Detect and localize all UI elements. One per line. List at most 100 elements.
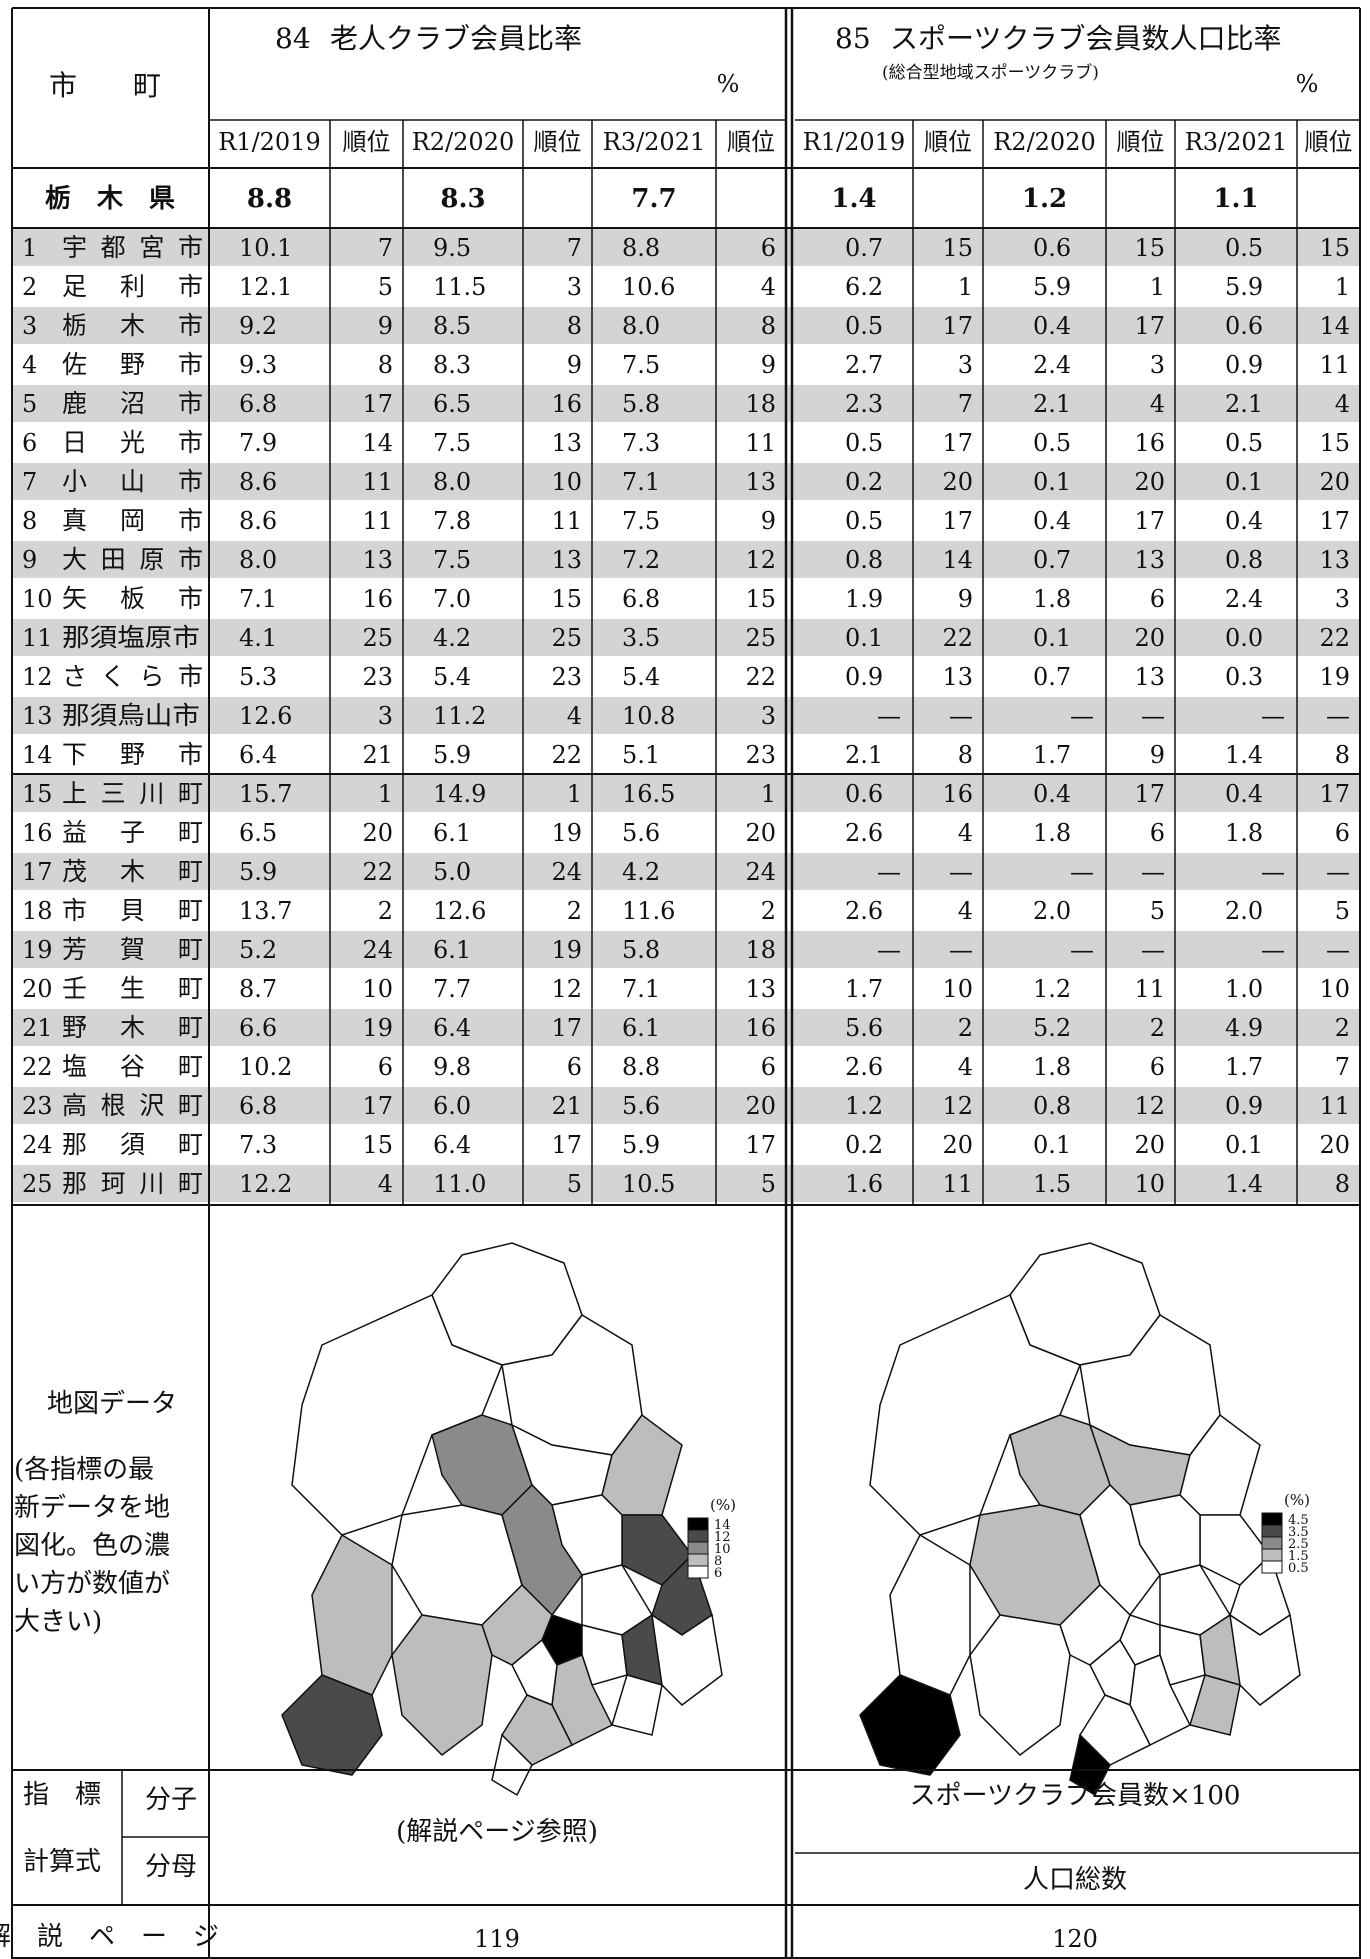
value-85: 0.0	[1225, 624, 1263, 652]
row-number: 14	[22, 741, 53, 769]
row-shade	[12, 541, 1360, 578]
municipality-name: 岡	[120, 506, 145, 535]
municipality-name: 芳	[62, 935, 87, 964]
rank-85: 4	[958, 1053, 973, 1081]
municipality-name: 川	[139, 1169, 164, 1198]
value-85: 1.0	[1225, 975, 1263, 1003]
table-row: 12 さくら市 5.3 23 5.4 23 5.4 22 0.9 13 0.7 13 0.3 19	[22, 662, 1350, 691]
row-number: 17	[22, 858, 53, 886]
value-85: 1.8	[1033, 819, 1071, 847]
rank-84: 17	[362, 390, 393, 418]
municipality-name: 市	[178, 389, 203, 418]
municipality-name: 谷	[120, 1052, 145, 1081]
map-region	[611, 1674, 663, 1736]
rank-84: 17	[745, 1131, 776, 1159]
rank-84: 9	[761, 351, 776, 379]
table-row: 19 芳 賀 町 5.2 24 6.1 19 5.8 18 — — — — — —	[22, 935, 1350, 964]
rank-header-cell: 順位	[727, 128, 775, 156]
value-85: 1.2	[845, 1092, 883, 1120]
row-number: 12	[22, 663, 53, 691]
formula-label: 計算式	[23, 1847, 101, 1877]
rank-84: 4	[378, 1170, 393, 1198]
table-row: 15 上三川町 15.7 1 14.9 1 16.5 1 0.6 16 0.4 17 0.4 17	[22, 779, 1350, 808]
indicator-85-subtitle: (総合型地域スポーツクラブ)	[882, 62, 1099, 83]
table-row: 14 下 野 市 6.4 21 5.9 22 5.1 23 2.1 8 1.7 9 1.4 8	[22, 740, 1350, 769]
value-84: 7.3	[622, 429, 660, 457]
value-85: 0.9	[1225, 1092, 1263, 1120]
map-region	[501, 1694, 574, 1766]
year-header-cell: R1/2019	[218, 128, 321, 156]
value-85: 2.0	[1225, 897, 1263, 925]
value-84: 7.7	[433, 975, 471, 1003]
rank-85: 20	[1134, 1131, 1165, 1159]
legend-swatch	[1261, 1524, 1283, 1538]
value-85: 0.4	[1033, 312, 1071, 340]
municipality-name: 市	[178, 506, 203, 535]
table-row: 20 壬 生 町 8.7 10 7.7 12 7.1 13 1.7 10 1.2 11 1.0 10	[22, 974, 1350, 1003]
value-85: 0.4	[1225, 780, 1263, 808]
row-number: 16	[22, 819, 53, 847]
table-header: 市 町 84 老人クラブ会員比率 % 85 スポーツクラブ会員数人口比率 (総合…	[49, 22, 1318, 102]
value-85: 2.1	[1225, 390, 1263, 418]
value-84: 11.2	[433, 702, 486, 730]
row-shade	[12, 1087, 1360, 1124]
table-row: 3 栃 木 市 9.2 9 8.5 8 8.0 8 0.5 17 0.4 17 0.6 14	[22, 311, 1350, 340]
rank-85: 14	[1319, 312, 1350, 340]
municipality-name: 市	[178, 272, 203, 301]
municipality-name: 町	[178, 1130, 203, 1159]
municipality-name: 益	[62, 818, 87, 847]
map-region	[581, 1624, 628, 1686]
map-region	[859, 1674, 961, 1776]
value-84: 16.5	[622, 780, 675, 808]
rank-85: 17	[1319, 780, 1350, 808]
legend-label: 2.5	[1288, 1537, 1309, 1552]
prefecture-value-84: 7.7	[631, 184, 676, 214]
indicator-85-denominator: 人口総数	[1023, 1865, 1127, 1895]
rank-84: 18	[745, 936, 776, 964]
municipality-name: 町	[178, 1052, 203, 1081]
rank-85: —	[1326, 858, 1350, 886]
rank-85: 12	[1134, 1092, 1165, 1120]
indicator-85-unit: %	[1296, 70, 1319, 98]
value-84: 7.1	[622, 975, 660, 1003]
rank-85: 17	[1134, 312, 1165, 340]
rank-84: 4	[567, 702, 582, 730]
rank-84: 16	[551, 390, 582, 418]
row-shade	[12, 1165, 1360, 1202]
rank-85: 17	[1134, 507, 1165, 535]
table-row: 23 高根沢町 6.8 17 6.0 21 5.6 20 1.2 12 0.8 12 0.9 11	[22, 1091, 1350, 1120]
value-85: 5.6	[845, 1014, 883, 1042]
rank-85: 20	[1134, 624, 1165, 652]
value-84: 7.1	[239, 585, 277, 613]
rank-84: 25	[362, 624, 393, 652]
value-84: 15.7	[239, 780, 292, 808]
value-84: 8.6	[239, 468, 277, 496]
rank-85: 11	[1134, 975, 1165, 1003]
value-85: 5.9	[1225, 273, 1263, 301]
row-number: 4	[22, 351, 37, 379]
map-region	[1159, 1624, 1206, 1686]
row-shade	[12, 1009, 1360, 1046]
value-84: 3.5	[622, 624, 660, 652]
rank-84: 6	[567, 1053, 582, 1081]
municipality-column-header: 市 町	[49, 69, 161, 102]
value-84: 7.0	[433, 585, 471, 613]
map-region	[281, 1674, 383, 1776]
value-85: 2.3	[845, 390, 883, 418]
rank-85: 8	[958, 741, 973, 769]
value-84: 10.2	[239, 1053, 292, 1081]
value-85: 0.7	[845, 234, 883, 262]
table-row: 1 宇都宮市 10.1 7 9.5 7 8.8 6 0.7 15 0.6 15 0.5 15	[22, 233, 1350, 262]
rank-84: 15	[362, 1131, 393, 1159]
value-85: —	[877, 936, 901, 964]
rank-84: 2	[761, 897, 776, 925]
rank-84: 23	[362, 663, 393, 691]
row-number: 7	[22, 468, 37, 496]
value-84: 12.2	[239, 1170, 292, 1198]
rank-84: 9	[761, 507, 776, 535]
value-84: 7.9	[239, 429, 277, 457]
indicator-84-title: 老人クラブ会員比率	[330, 22, 582, 55]
value-84: 8.8	[622, 1053, 660, 1081]
value-84: 6.6	[239, 1014, 277, 1042]
municipality-name: 日	[62, 428, 87, 457]
